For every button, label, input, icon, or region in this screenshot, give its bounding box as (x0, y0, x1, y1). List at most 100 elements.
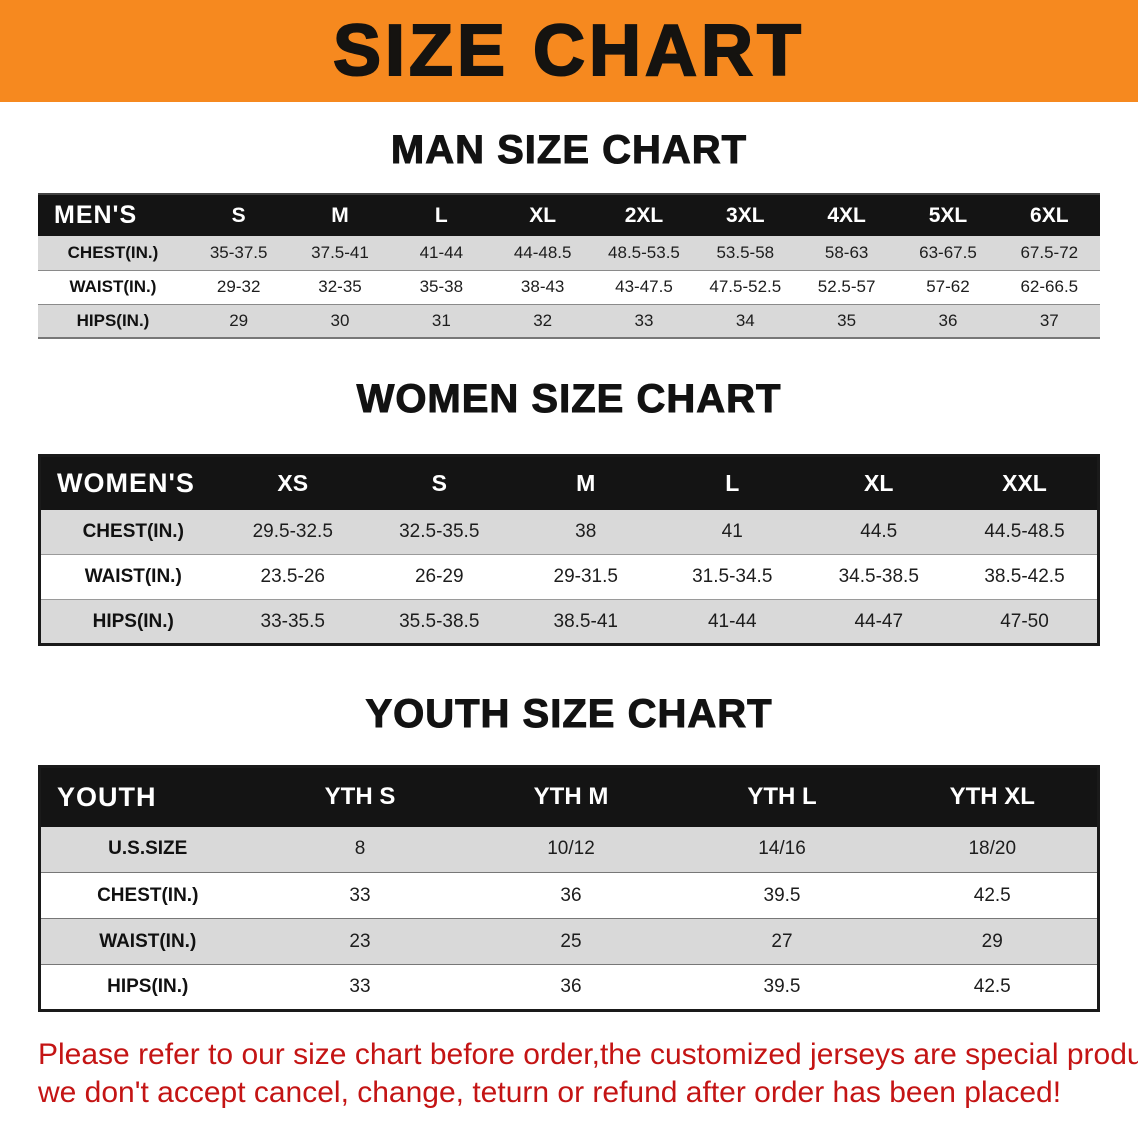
women-size-column-header: XL (805, 455, 952, 510)
women-size-value: 44.5-48.5 (952, 509, 1099, 555)
women-row-label: CHEST(IN.) (39, 509, 220, 555)
youth-data-row: WAIST(IN.) 23 25 27 29 (39, 918, 1099, 965)
men-size-column-header: 5XL (897, 194, 999, 236)
women-size-value: 41 (659, 509, 806, 555)
women-size-value: 32.5-35.5 (366, 509, 513, 555)
women-size-value: 38 (512, 509, 659, 555)
men-size-value: 32-35 (289, 270, 391, 305)
women-size-column-header: L (659, 455, 806, 510)
youth-data-row: U.S.SIZE 8 10/12 14/16 18/20 (39, 826, 1099, 873)
youth-size-column-header: YTH S (254, 766, 466, 827)
youth-size-value: 23 (254, 918, 466, 965)
women-size-chart-heading: WOMEN SIZE CHART (356, 377, 782, 422)
man-size-table: MEN'S S M L XL 2XL 3XL 4XL 5XL 6XL CHEST(IN.) 35-37… (38, 193, 1100, 339)
men-size-value: 48.5-53.5 (593, 236, 695, 271)
men-size-value: 52.5-57 (795, 270, 898, 305)
men-size-value: 63-67.5 (897, 236, 999, 271)
youth-size-column-header: YTH XL (887, 766, 1099, 827)
women-size-table: WOMEN'S XS S M L XL XXL CHEST(IN.) 29.5-32.5 32.5… (38, 454, 1100, 646)
men-size-column-header: 4XL (795, 194, 898, 236)
youth-size-value: 39.5 (676, 964, 888, 1011)
youth-table-title: YOUTH (39, 766, 255, 827)
women-size-value: 23.5-26 (219, 554, 366, 600)
men-size-value: 43-47.5 (593, 270, 695, 305)
youth-size-value: 18/20 (887, 826, 1099, 873)
women-size-section: WOMEN SIZE CHART WOMEN'S XS S M L XL XXL CHEST(… (0, 339, 1138, 646)
youth-size-value: 27 (676, 918, 888, 965)
women-size-value: 29.5-32.5 (219, 509, 366, 555)
youth-size-column-header: YTH L (676, 766, 888, 827)
men-size-value: 35-37.5 (188, 236, 290, 271)
men-size-value: 57-62 (897, 270, 999, 305)
youth-size-value: 25 (465, 918, 677, 965)
women-size-column-header: XS (219, 455, 366, 510)
women-size-value: 29-31.5 (512, 554, 659, 600)
men-header-row: MEN'S S M L XL 2XL 3XL 4XL 5XL 6XL (38, 194, 1100, 236)
men-size-value: 37.5-41 (289, 236, 391, 271)
men-size-value: 53.5-58 (694, 236, 796, 271)
men-size-value: 34 (694, 304, 796, 339)
youth-data-row: HIPS(IN.) 33 36 39.5 42.5 (39, 964, 1099, 1011)
youth-size-value: 29 (887, 918, 1099, 965)
men-size-value: 44-48.5 (491, 236, 594, 271)
women-table-title: WOMEN'S (39, 455, 220, 510)
youth-row-label: HIPS(IN.) (39, 964, 255, 1011)
men-size-column-header: 3XL (694, 194, 796, 236)
men-size-value: 37 (998, 304, 1100, 339)
man-size-chart-heading: MAN SIZE CHART (390, 128, 748, 173)
youth-size-value: 36 (465, 964, 677, 1011)
youth-size-value: 8 (254, 826, 466, 873)
women-size-column-header: S (366, 455, 513, 510)
men-size-value: 30 (289, 304, 391, 339)
youth-data-row: CHEST(IN.) 33 36 39.5 42.5 (39, 872, 1099, 919)
men-size-value: 35 (795, 304, 898, 339)
women-size-column-header: XXL (952, 455, 1099, 510)
men-size-value: 62-66.5 (998, 270, 1100, 305)
men-size-column-header: 2XL (593, 194, 695, 236)
youth-size-section: YOUTH SIZE CHART YOUTH YTH S YTH M YTH L YTH… (0, 646, 1138, 1012)
women-size-value: 41-44 (659, 599, 806, 645)
women-data-row: WAIST(IN.) 23.5-26 26-29 29-31.5 31.5-34.5 34… (39, 554, 1099, 600)
men-size-column-header: M (289, 194, 391, 236)
men-table-title: MEN'S (38, 194, 188, 236)
women-data-row: HIPS(IN.) 33-35.5 35.5-38.5 38.5-41 41-44 44-… (39, 599, 1099, 645)
youth-size-value: 33 (254, 964, 466, 1011)
banner: SIZE CHART (0, 0, 1138, 102)
men-size-value: 41-44 (390, 236, 492, 271)
youth-size-value: 39.5 (676, 872, 888, 919)
men-row-label: CHEST(IN.) (38, 236, 188, 271)
man-size-section: MAN SIZE CHART MEN'S S M L XL 2XL 3XL 4XL 5XL 6XL… (0, 102, 1138, 339)
page-title: SIZE CHART (332, 10, 805, 92)
women-size-value: 44.5 (805, 509, 952, 555)
men-size-value: 38-43 (491, 270, 594, 305)
men-row-label: WAIST(IN.) (38, 270, 188, 305)
disclaimer-text: Please refer to our size chart before or… (38, 1036, 1138, 1111)
men-data-row: WAIST(IN.) 29-32 32-35 35-38 38-43 43-47.5 47.… (38, 270, 1100, 305)
men-size-value: 32 (491, 304, 594, 339)
youth-row-label: WAIST(IN.) (39, 918, 255, 965)
youth-size-value: 33 (254, 872, 466, 919)
men-size-value: 31 (390, 304, 492, 339)
women-size-value: 31.5-34.5 (659, 554, 806, 600)
youth-size-value: 14/16 (676, 826, 888, 873)
men-size-column-header: XL (491, 194, 594, 236)
disclaimer-line-2: we don't accept cancel, change, teturn o… (38, 1075, 1062, 1109)
youth-size-value: 42.5 (887, 872, 1099, 919)
women-size-value: 33-35.5 (219, 599, 366, 645)
women-size-value: 38.5-42.5 (952, 554, 1099, 600)
youth-size-value: 36 (465, 872, 677, 919)
men-size-column-header: L (390, 194, 492, 236)
women-data-row: CHEST(IN.) 29.5-32.5 32.5-35.5 38 41 44.5 44.5… (39, 509, 1099, 555)
men-row-label: HIPS(IN.) (38, 304, 188, 339)
men-size-column-header: S (188, 194, 290, 236)
disclaimer-line-1: Please refer to our size chart before or… (38, 1038, 1138, 1071)
youth-size-value: 42.5 (887, 964, 1099, 1011)
men-size-column-header: 6XL (998, 194, 1100, 236)
women-row-label: HIPS(IN.) (39, 599, 220, 645)
men-size-value: 67.5-72 (998, 236, 1100, 271)
men-size-value: 33 (593, 304, 695, 339)
youth-size-table: YOUTH YTH S YTH M YTH L YTH XL U.S.SIZE 8 10/12… (38, 765, 1100, 1012)
women-size-value: 47-50 (952, 599, 1099, 645)
women-size-column-header: M (512, 455, 659, 510)
